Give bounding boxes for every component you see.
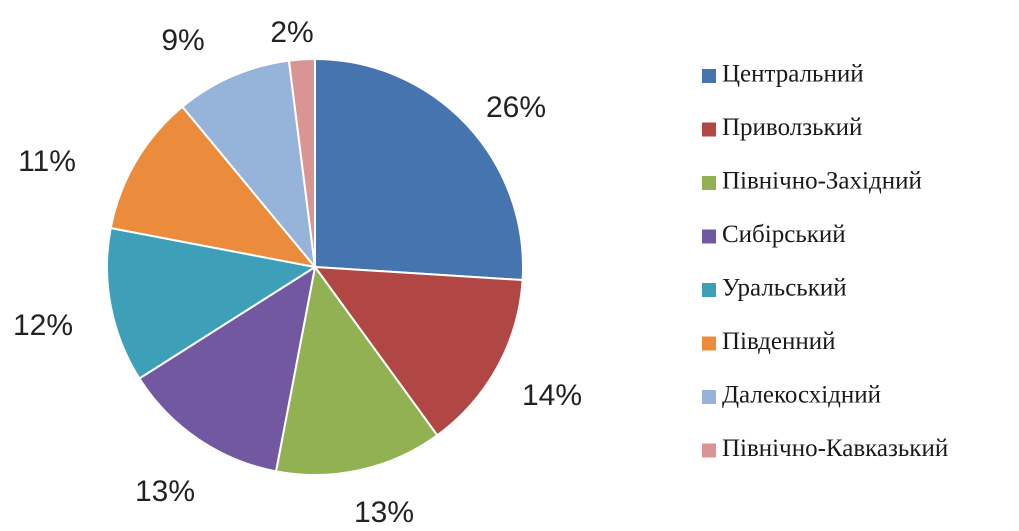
legend-swatch xyxy=(702,176,716,190)
slice-data-label: 26% xyxy=(486,91,546,124)
legend-label: Уральський xyxy=(722,275,847,302)
slice-data-label: 2% xyxy=(270,16,313,49)
legend-label: Приволзький xyxy=(722,114,862,141)
slice-data-label: 11% xyxy=(18,145,76,178)
legend-label: Центральний xyxy=(722,61,864,88)
legend-swatch xyxy=(702,283,716,297)
pie-slice xyxy=(106,226,318,380)
slice-data-label: 9% xyxy=(161,24,204,57)
pie-slice xyxy=(274,264,439,476)
legend-swatch xyxy=(702,390,716,404)
legend-swatch xyxy=(702,122,716,137)
legend-swatch xyxy=(702,443,716,458)
pie-slice xyxy=(312,265,524,437)
pie-slices xyxy=(106,57,524,476)
pie-slice-labels: 26% 14% 13% 13% 12% 11% 9% 2% xyxy=(13,16,582,529)
legend: Центральний Приволзький Північно-Західний С… xyxy=(702,61,948,462)
pie-slice xyxy=(287,57,316,268)
legend-label: Південний xyxy=(722,328,836,355)
pie-slice xyxy=(314,57,524,282)
pie-slice xyxy=(181,59,317,271)
slice-data-label: 13% xyxy=(354,496,414,529)
legend-swatch xyxy=(702,69,716,83)
pie-slice xyxy=(137,264,317,473)
legend-swatch xyxy=(702,336,716,351)
legend-swatch xyxy=(702,229,716,244)
legend-label: Північно-Західний xyxy=(722,168,922,195)
slice-data-label: 12% xyxy=(13,309,73,342)
legend-label: Далекосхідний xyxy=(722,382,881,409)
legend-label: Сибірський xyxy=(722,221,846,248)
legend-label: Північно-Кавказький xyxy=(722,435,948,462)
pie-slice xyxy=(109,105,318,269)
slice-data-label: 14% xyxy=(522,379,582,412)
slice-data-label: 13% xyxy=(135,475,195,508)
